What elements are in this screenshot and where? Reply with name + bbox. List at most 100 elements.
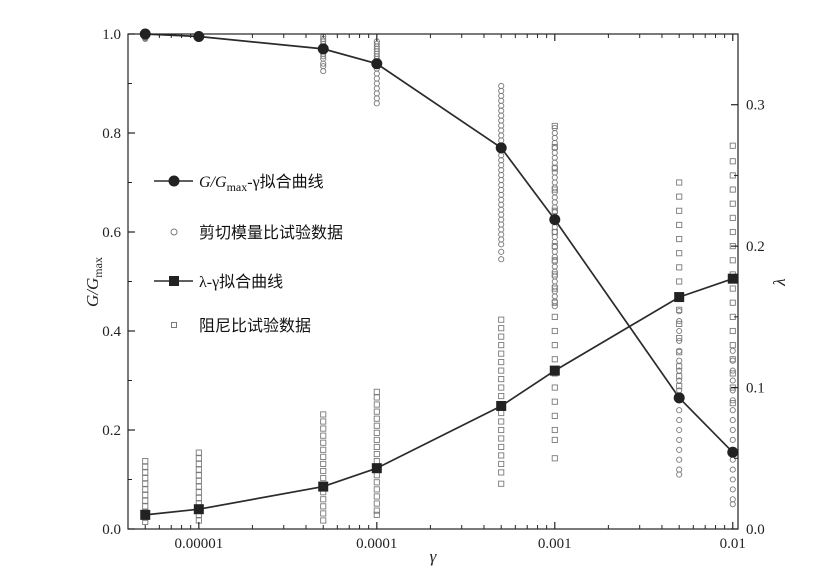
- lambda-data-point: [551, 243, 558, 250]
- lambda-data-point: [373, 422, 380, 429]
- x-tick-label: 0.001: [538, 536, 572, 552]
- lambda-data-point: [195, 483, 202, 490]
- lambda-data-point: [551, 455, 558, 462]
- g-fit-point: [495, 142, 507, 154]
- lambda-data-point: [676, 193, 683, 200]
- lambda-fit-point: [140, 509, 151, 520]
- legend-label-lambda-data: 阻尼比试验数据: [199, 317, 311, 335]
- lambda-fit-line: [145, 277, 734, 516]
- y-right-tick-label: 0.0: [746, 522, 765, 538]
- g-data-point: [551, 303, 558, 310]
- lambda-data-point: [373, 500, 380, 507]
- lambda-data-point: [320, 446, 327, 453]
- lambda-data-point: [729, 200, 736, 207]
- lambda-data-point: [320, 425, 327, 432]
- legend-g-fit-part1: G/G: [199, 174, 227, 191]
- lambda-data-point: [551, 186, 558, 193]
- lambda-data-point: [551, 257, 558, 264]
- y-left-axis-label: G/Gmax: [83, 257, 105, 307]
- g-data-point: [498, 241, 505, 248]
- lambda-data-point: [373, 511, 380, 518]
- lambda-data-point: [373, 436, 380, 443]
- g-data-point: [729, 501, 736, 508]
- lambda-data-point: [142, 492, 149, 499]
- lambda-data-point: [373, 408, 380, 415]
- lambda-fit-point: [549, 365, 560, 376]
- lambda-data-point: [498, 426, 505, 434]
- lambda-data-point: [676, 306, 683, 313]
- legend-marker-lambda-fit: [169, 276, 179, 286]
- lambda-data-point: [551, 398, 558, 405]
- lambda-data-point: [320, 411, 327, 418]
- y-left-tick-label: 0.8: [102, 126, 121, 142]
- legend-label-g-data: 剪切模量比试验数据: [199, 224, 343, 242]
- lambda-data-point: [729, 342, 736, 349]
- lambda-data-point: [498, 350, 505, 357]
- lambda-data-point: [320, 418, 327, 425]
- lambda-data-point: [195, 449, 202, 456]
- lambda-fit-point: [371, 463, 382, 474]
- legend-marker-g-fit: [168, 175, 180, 187]
- lambda-data-point: [320, 475, 327, 482]
- x-tick-label: 0.01: [720, 536, 746, 552]
- lambda-data-point: [320, 467, 327, 475]
- g-data-point: [676, 456, 683, 463]
- lambda-data-point: [729, 327, 736, 335]
- lambda-data-point: [551, 122, 558, 129]
- y-left-tick-label: 0.6: [102, 225, 121, 241]
- g-data-point: [729, 407, 736, 414]
- lambda-data-point: [551, 436, 558, 443]
- lambda-data-point: [676, 250, 683, 257]
- g-fit-point: [371, 58, 383, 70]
- lambda-data-point: [551, 165, 558, 172]
- g-data-point: [676, 446, 683, 453]
- legend-g-fit-part3: -γ拟合曲线: [247, 173, 323, 191]
- lambda-data-point: [498, 325, 505, 332]
- lambda-fit-point: [318, 481, 329, 492]
- lambda-data-point: [676, 349, 683, 356]
- x-tick-label: 0.0001: [356, 536, 397, 552]
- lambda-data-point: [320, 460, 327, 467]
- y-right-tick-label: 0.3: [746, 98, 765, 114]
- lambda-data-point: [320, 517, 327, 524]
- y-left-tick-label: 0.2: [102, 423, 121, 439]
- lambda-data-point: [729, 142, 736, 149]
- lambda-data-point: [195, 460, 202, 467]
- lambda-data-point: [551, 412, 558, 419]
- y-right-tick-label: 0.1: [746, 381, 765, 397]
- lambda-data-point: [551, 228, 558, 236]
- lambda-data-point: [676, 207, 683, 214]
- lambda-data-point: [320, 439, 327, 446]
- g-data-point: [729, 436, 736, 443]
- legend-label-lambda-fit: λ-γ拟合曲线: [199, 273, 283, 291]
- lambda-fit-point: [193, 504, 204, 515]
- lambda-data-point: [320, 510, 327, 517]
- lambda-data-point: [729, 356, 736, 363]
- g-data-point: [729, 347, 736, 354]
- lambda-data-point: [373, 486, 380, 493]
- ticks-layer: 0.00001 0.0001 0.001 0.010.00.20.40.60.81.0…: [102, 27, 765, 552]
- lambda-data-point: [498, 359, 505, 366]
- lambda-data-point: [498, 452, 505, 459]
- lambda-data-point: [551, 285, 558, 292]
- lambda-data-point: [498, 435, 505, 442]
- y-right-axis-label: λ: [770, 278, 789, 286]
- lambda-data-point: [373, 415, 380, 422]
- lambda-data-point: [676, 179, 683, 186]
- lambda-data-point: [676, 335, 683, 342]
- legend-item-lambda-data: 阻尼比试验数据: [171, 317, 311, 335]
- g-data-point: [676, 426, 683, 434]
- lambda-data-point: [320, 496, 327, 503]
- lambda-data-point: [676, 320, 683, 327]
- lambda-data-point: [729, 186, 736, 193]
- lambda-data-point: [676, 363, 683, 370]
- lambda-data-point: [676, 264, 683, 271]
- g-data-point: [498, 256, 505, 263]
- lambda-data-point: [729, 400, 736, 407]
- y-left-tick-label: 0.0: [102, 522, 121, 538]
- lambda-data-point: [373, 394, 380, 401]
- g-data-point: [676, 417, 683, 424]
- y-left-label-sub: max: [91, 257, 105, 278]
- legend-marker-lambda-data: [171, 322, 177, 328]
